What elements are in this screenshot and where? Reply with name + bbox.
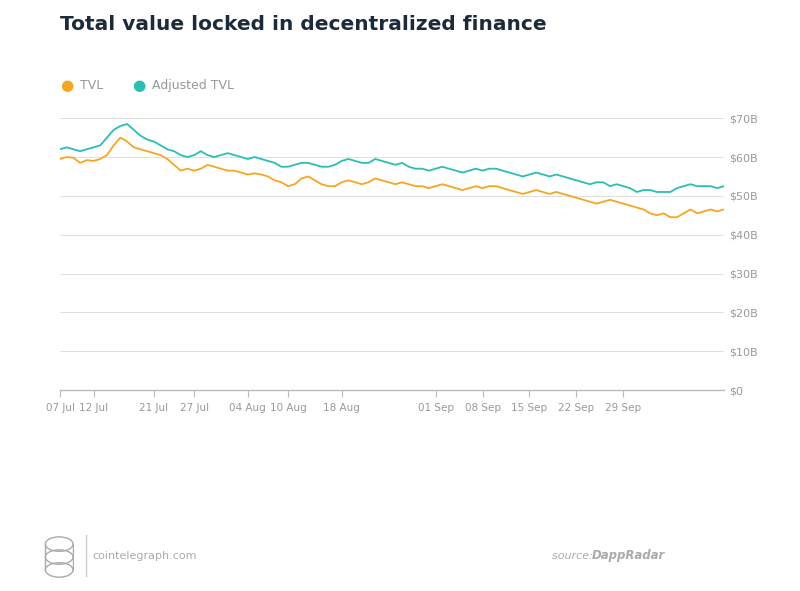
Text: TVL: TVL	[68, 462, 96, 475]
Text: DappRadar: DappRadar	[592, 549, 666, 562]
Text: ●: ●	[60, 78, 74, 93]
Text: source:: source:	[552, 551, 596, 560]
Text: Total value locked in decentralized finance: Total value locked in decentralized fina…	[60, 15, 546, 34]
Text: cointelegraph.com: cointelegraph.com	[92, 551, 197, 560]
Text: $45.79B: $45.79B	[254, 456, 364, 480]
Text: TVL: TVL	[80, 79, 103, 92]
Text: Adjusted TVL: Adjusted TVL	[414, 462, 514, 475]
Text: $51.52B: $51.52B	[633, 456, 742, 480]
Text: Adjusted TVL: Adjusted TVL	[152, 79, 234, 92]
Text: ●: ●	[132, 78, 146, 93]
